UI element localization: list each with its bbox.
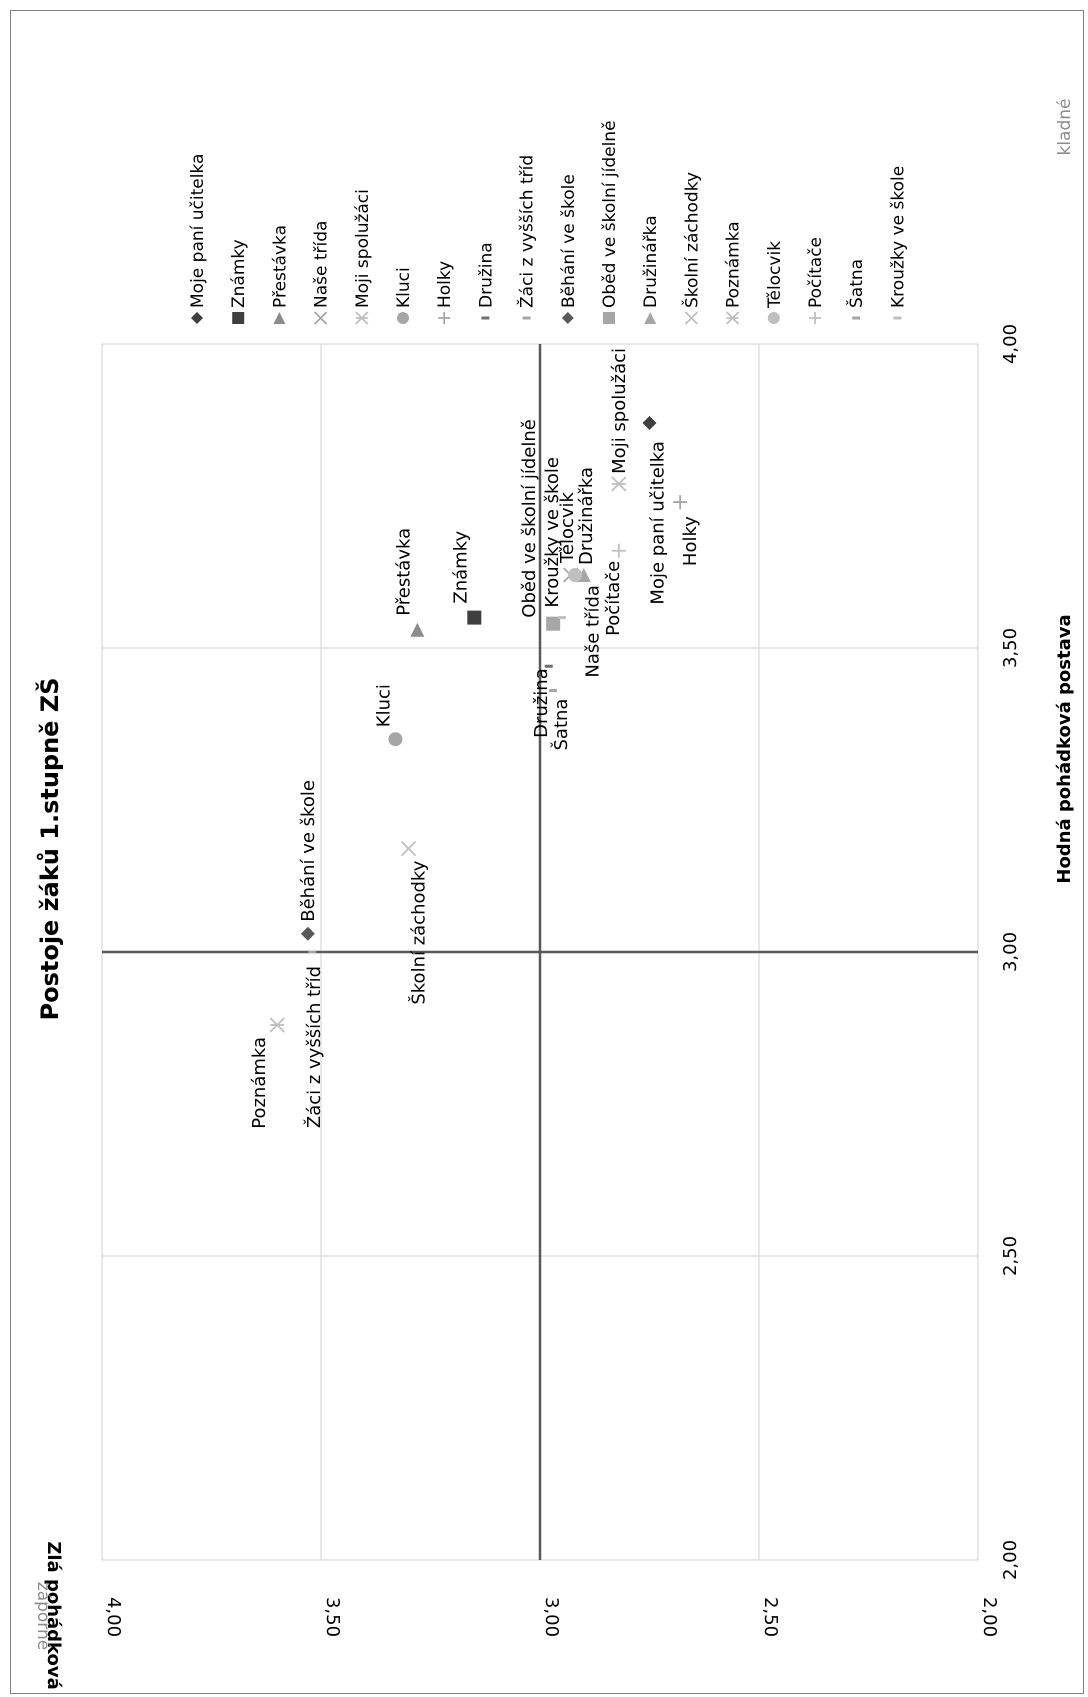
point-marker bbox=[673, 495, 688, 510]
legend-marker bbox=[313, 311, 328, 325]
point-label: Přestávka bbox=[393, 528, 414, 616]
point-marker bbox=[611, 476, 627, 492]
point-marker bbox=[388, 732, 403, 747]
legend-label: Poznámka bbox=[724, 221, 744, 308]
y-tick-label: 4,00 bbox=[103, 1597, 124, 1637]
label-layer: Moje paní učitelka Známky Přestávka Naše tř… bbox=[249, 348, 701, 1129]
legend-label: Moji spolužáci bbox=[353, 189, 373, 308]
chart-frame bbox=[10, 10, 1084, 1694]
legend-label: Oběd ve školní jídelně bbox=[600, 120, 620, 308]
point-label: Družina bbox=[531, 668, 552, 738]
y-tick-label: 3,50 bbox=[322, 1597, 343, 1637]
legend-label: Školní záchodky bbox=[680, 172, 702, 308]
legend-marker bbox=[273, 312, 286, 324]
point-marker bbox=[611, 543, 626, 558]
legend-marker bbox=[767, 312, 780, 324]
x-tick-label: 2,00 bbox=[1000, 1540, 1021, 1580]
point-label: Moji spolužáci bbox=[609, 348, 630, 474]
point-marker bbox=[546, 616, 561, 631]
point-label: Žáci z vyšších tříd bbox=[303, 966, 325, 1128]
legend-marker bbox=[644, 312, 657, 324]
point-label: Družinářka bbox=[576, 467, 597, 565]
legend-marker bbox=[561, 312, 574, 324]
point-label: Kluci bbox=[373, 684, 394, 727]
point-label: Poznámka bbox=[249, 1037, 270, 1129]
point-marker bbox=[410, 622, 425, 637]
x-tick-label: 2,50 bbox=[1000, 1236, 1021, 1276]
point-label: Běhání ve škole bbox=[298, 780, 319, 922]
legend-marker bbox=[603, 312, 615, 324]
legend-label: Běhání ve škole bbox=[559, 174, 579, 308]
legend-label: Kroužky ve škole bbox=[888, 166, 908, 308]
legend: Moje paní učitelka Známky Přestávka Naše tř… bbox=[188, 120, 908, 325]
point-label: Šatna bbox=[550, 699, 572, 751]
point-marker bbox=[642, 416, 657, 431]
legend-label: Šatna bbox=[845, 259, 867, 308]
quadrant-label-negative: záporné bbox=[33, 1582, 53, 1650]
axis-layer: 2,00 2,50 3,00 3,50 4,00 bbox=[102, 324, 1021, 1580]
point-marker bbox=[568, 568, 583, 583]
point-marker bbox=[269, 1017, 285, 1033]
point-label: Moje paní učitelka bbox=[648, 441, 669, 605]
legend-label: Počítače bbox=[806, 237, 826, 308]
legend-label: Žáci z vyšších tříd bbox=[516, 155, 538, 308]
x-axis-title: Hodná pohádková postava bbox=[1054, 614, 1075, 883]
chart-title: Postoje žáků 1.stupně ZŠ bbox=[34, 678, 64, 1021]
legend-label: Moje paní učitelka bbox=[188, 154, 208, 308]
marker-layer bbox=[269, 416, 688, 1033]
point-label: Školní záchodky bbox=[408, 860, 430, 1004]
legend-label: Známky bbox=[229, 239, 249, 308]
y-tick-layer: 2,00 2,50 3,00 3,50 4,00 bbox=[103, 1597, 1000, 1637]
legend-label: Naše třída bbox=[312, 221, 332, 308]
legend-marker bbox=[397, 312, 409, 324]
legend-label: Družina bbox=[476, 242, 496, 308]
point-marker bbox=[400, 841, 417, 857]
point-marker bbox=[300, 926, 315, 941]
point-label: Kroužky ve škole bbox=[542, 457, 563, 608]
y-tick-label: 2,00 bbox=[979, 1597, 1000, 1637]
y-tick-label: 2,50 bbox=[760, 1597, 781, 1637]
x-tick-label: 4,00 bbox=[1000, 324, 1021, 364]
quadrant-label-positive: kladné bbox=[1055, 98, 1075, 155]
legend-label: Přestávka bbox=[270, 225, 290, 308]
point-label: Holky bbox=[680, 516, 701, 566]
legend-label: Tělocvik bbox=[765, 241, 785, 309]
point-label: Tělocvik bbox=[557, 491, 578, 564]
point-label: Počítače bbox=[603, 561, 624, 636]
x-tick-label: 3,50 bbox=[1000, 628, 1021, 668]
legend-label: Kluci bbox=[394, 267, 414, 308]
legend-marker bbox=[684, 311, 699, 325]
legend-label: Holky bbox=[435, 261, 455, 308]
legend-marker bbox=[232, 312, 245, 324]
point-marker bbox=[467, 610, 482, 625]
x-tick-label: 3,00 bbox=[1000, 932, 1021, 972]
legend-marker bbox=[725, 311, 740, 325]
legend-marker bbox=[809, 312, 821, 324]
legend-marker bbox=[438, 312, 451, 324]
point-label: Oběd ve školní jídelně bbox=[519, 419, 540, 618]
legend-label: Družinářka bbox=[641, 215, 661, 308]
legend-marker bbox=[191, 312, 203, 324]
point-label: Naše třída bbox=[583, 585, 604, 678]
point-label: Známky bbox=[450, 531, 471, 604]
y-axis-title: Zlá pohádková postava bbox=[43, 1541, 64, 1697]
legend-marker bbox=[355, 311, 369, 325]
y-tick-label: 3,00 bbox=[541, 1597, 562, 1637]
